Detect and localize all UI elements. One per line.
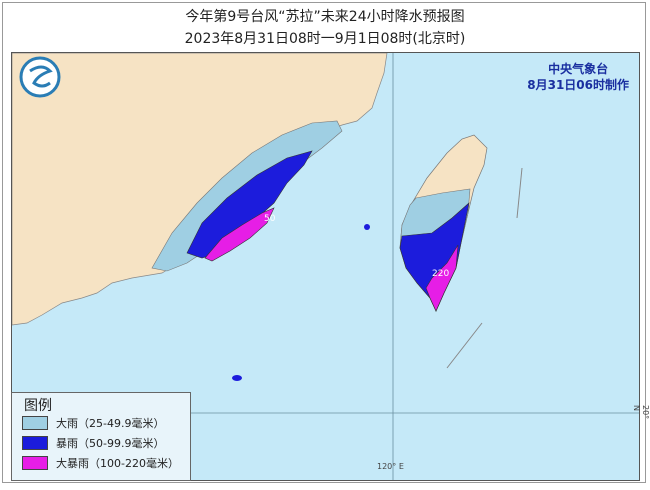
legend-label: 暴雨（50-99.9毫米） [56, 437, 165, 450]
issue-time: 8月31日06时制作 [527, 78, 629, 92]
torrential-rain-area-taiwan [425, 244, 459, 312]
boundary-line [446, 322, 483, 369]
figure-border [2, 2, 646, 483]
boundary-line [516, 167, 523, 219]
legend-label: 大雨（25-49.9毫米） [56, 417, 165, 430]
longitude-label: 120° E [377, 462, 404, 471]
torrential-rain-area-mainland [204, 207, 275, 262]
legend-swatch [22, 436, 48, 450]
island [232, 375, 242, 381]
penghu-island [364, 224, 370, 230]
legend-title: 图例 [24, 398, 52, 414]
map-title: 今年第9号台风“苏拉”未来24小时降水预报图 [185, 9, 465, 25]
mainland-land [12, 53, 388, 326]
mainland-max-label: 50 [264, 214, 276, 224]
taiwan-max-label: 220 [432, 269, 449, 279]
cma-logo-icon [19, 56, 61, 98]
legend-item-rainstorm: 暴雨（50-99.9毫米） [22, 435, 164, 451]
legend-swatch [22, 456, 48, 470]
legend-item-torrential-rain: 大暴雨（100-220毫米） [22, 455, 179, 471]
legend-label: 大暴雨（100-220毫米） [56, 457, 179, 470]
map-subtitle: 2023年8月31日08时一9月1日08时(北京时) [184, 31, 466, 47]
latitude-label: 20° N [632, 405, 650, 420]
agency-name: 中央气象台 [548, 62, 609, 76]
agency-block: 中央气象台 8月31日06时制作 [527, 61, 629, 93]
map-canvas: 50 220 [12, 53, 639, 480]
legend-swatch [22, 416, 48, 430]
legend-item-heavy-rain: 大雨（25-49.9毫米） [22, 415, 164, 431]
legend: 图例 大雨（25-49.9毫米） 暴雨（50-99.9毫米） 大暴雨（100-2… [11, 392, 191, 481]
